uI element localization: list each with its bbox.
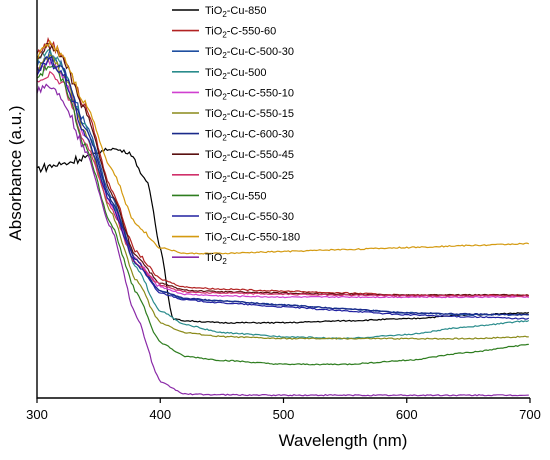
x-tick-label-400: 400 — [149, 407, 171, 422]
series-line-8 — [36, 42, 529, 297]
series-line-7 — [36, 55, 529, 316]
series-line-13 — [36, 83, 529, 397]
series-line-12 — [36, 39, 530, 255]
series-line-6 — [36, 54, 529, 340]
x-tick-label-300: 300 — [26, 407, 48, 422]
legend-label-9: TiO2-Cu-C-500-25 — [205, 170, 294, 184]
legend-label-8: TiO2-Cu-C-550-45 — [205, 149, 294, 163]
x-tick-label-700: 700 — [519, 407, 541, 422]
series-line-9 — [36, 70, 529, 298]
series-line-11 — [36, 56, 530, 320]
x-axis-label: Wavelength (nm) — [279, 431, 408, 450]
legend-label-1: TiO2-Cu-850 — [205, 5, 267, 19]
legend-label-7: TiO2-Cu-C-600-30 — [205, 129, 294, 143]
legend-label-4: TiO2-Cu-500 — [205, 67, 267, 81]
legend-label-11: TiO2-Cu-C-550-30 — [205, 211, 294, 225]
x-tick-label-600: 600 — [396, 407, 418, 422]
y-axis-label: Absorbance (a.u.) — [6, 105, 25, 240]
legend-label-13: TiO2 — [205, 252, 227, 266]
series-line-5 — [36, 57, 530, 299]
legend-label-10: TiO2-Cu-550 — [205, 190, 267, 204]
series-layer — [36, 36, 530, 397]
legend-label-6: TiO2-Cu-C-550-15 — [205, 108, 294, 122]
series-line-10 — [36, 63, 529, 366]
x-tick-label-500: 500 — [273, 407, 295, 422]
legend-label-12: TiO2-Cu-C-550-180 — [205, 232, 300, 246]
legend-label-5: TiO2-Cu-C-550-10 — [205, 87, 294, 101]
legend-label-2: TiO2-C-550-60 — [205, 26, 276, 40]
legend: TiO2-Cu-850 TiO2-C-550-60 TiO2-Cu-C-500-30… — [172, 5, 300, 266]
axis-layer: 300 400 500 600 700 — [26, 0, 541, 422]
legend-label-3: TiO2-Cu-C-500-30 — [205, 46, 294, 60]
